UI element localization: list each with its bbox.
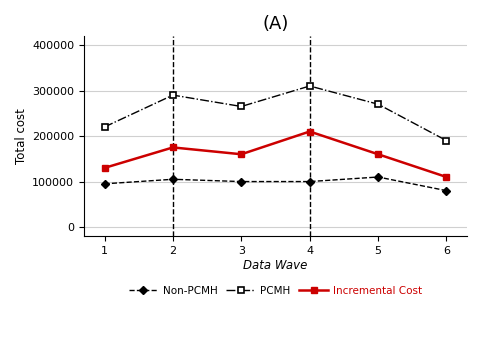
Legend: Non-PCMH, PCMH, Incremental Cost: Non-PCMH, PCMH, Incremental Cost xyxy=(124,281,427,300)
Non-PCMH xyxy=(170,177,176,181)
Incremental Cost xyxy=(375,152,381,156)
Title: (A): (A) xyxy=(262,15,289,33)
PCMH xyxy=(443,138,449,143)
PCMH xyxy=(375,102,381,106)
Incremental Cost xyxy=(239,152,244,156)
Incremental Cost xyxy=(307,129,313,133)
Non-PCMH xyxy=(307,179,313,184)
Line: Incremental Cost: Incremental Cost xyxy=(101,128,450,181)
Non-PCMH xyxy=(102,182,107,186)
PCMH xyxy=(170,93,176,97)
Incremental Cost xyxy=(102,166,107,170)
PCMH xyxy=(307,84,313,88)
Y-axis label: Total cost: Total cost xyxy=(15,108,28,164)
PCMH xyxy=(239,104,244,109)
Incremental Cost xyxy=(170,145,176,149)
X-axis label: Data Wave: Data Wave xyxy=(243,259,308,272)
Non-PCMH xyxy=(443,189,449,193)
Non-PCMH xyxy=(239,179,244,184)
PCMH xyxy=(102,125,107,129)
Line: PCMH: PCMH xyxy=(101,82,450,144)
Non-PCMH xyxy=(375,175,381,179)
Incremental Cost xyxy=(443,175,449,179)
Line: Non-PCMH: Non-PCMH xyxy=(101,174,450,194)
